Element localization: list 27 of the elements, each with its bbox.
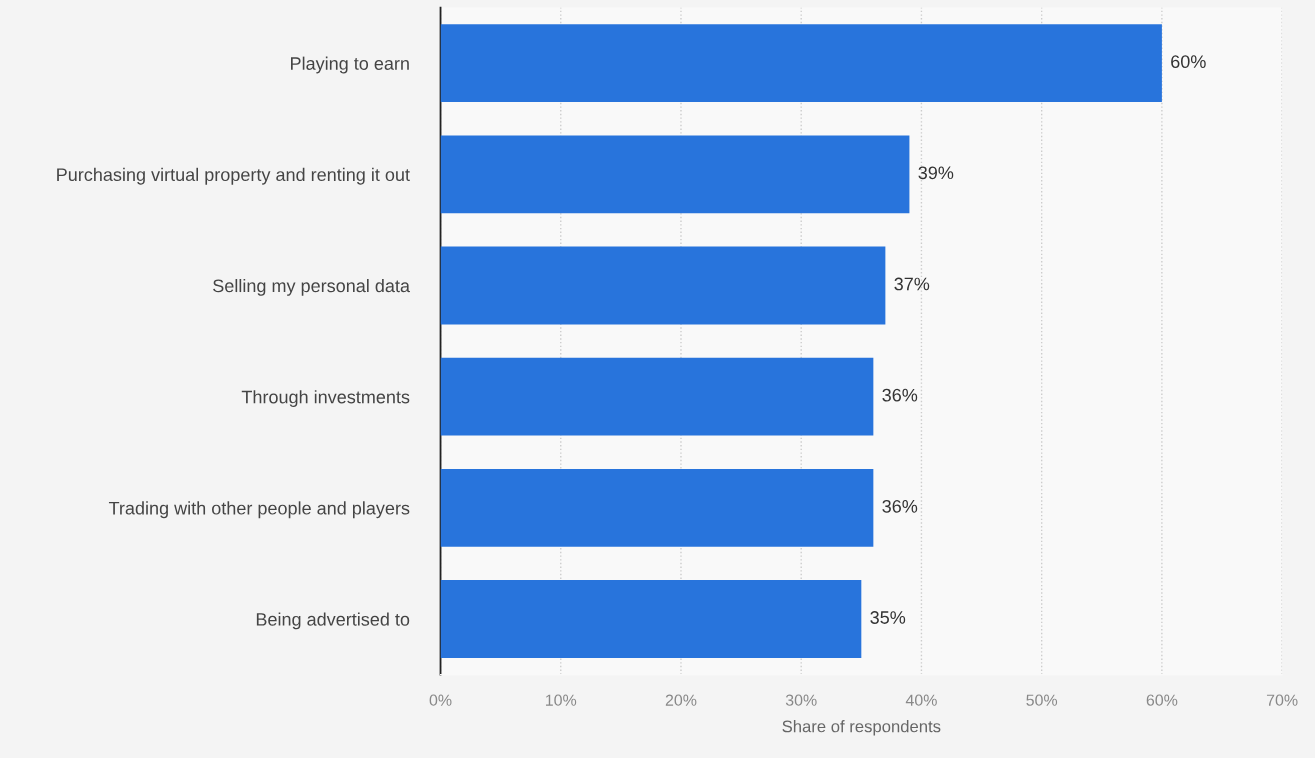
bar — [440, 135, 910, 214]
y-tick-label: Selling my personal data — [213, 278, 410, 296]
y-tick-label: Being advertised to — [256, 612, 410, 630]
bar — [440, 468, 874, 547]
x-tick-label: 10% — [545, 694, 577, 706]
x-tick-label: 30% — [785, 694, 817, 706]
x-tick-label: 0% — [429, 694, 452, 706]
y-tick-label: Playing to earn — [291, 56, 409, 74]
data-label: 36% — [882, 499, 918, 513]
y-tick-label: Purchasing virtual property and renting it out — [57, 167, 410, 185]
x-tick-label: 60% — [1146, 694, 1178, 706]
x-tick-label: 40% — [905, 694, 937, 706]
x-tick-label: 20% — [665, 694, 697, 706]
data-label: 39% — [918, 166, 954, 180]
x-tick-label: 70% — [1266, 694, 1298, 706]
bar — [440, 24, 1162, 103]
bar — [440, 246, 886, 325]
x-tick-label: 50% — [1026, 694, 1058, 706]
y-tick-label: Through investments — [241, 390, 410, 407]
data-label: 35% — [870, 611, 906, 624]
data-label: 37% — [894, 277, 930, 291]
y-tick-label: Trading with other people and players — [108, 501, 410, 519]
data-label: 36% — [882, 388, 918, 402]
bar — [440, 580, 862, 658]
x-axis-title: Share of respondents — [782, 720, 941, 736]
data-label: 60% — [1171, 55, 1206, 69]
bar — [440, 357, 874, 436]
